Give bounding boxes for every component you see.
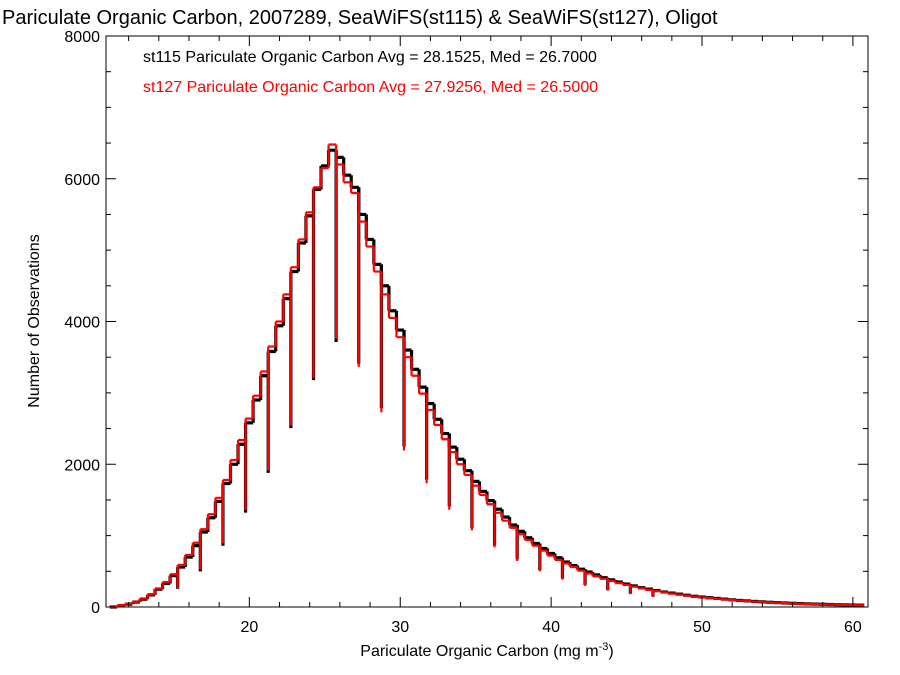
chart-title: Pariculate Organic Carbon, 2007289, SeaW… — [2, 7, 718, 29]
y-tick-label: 0 — [91, 600, 100, 617]
bin-st127-24 — [305, 211, 315, 379]
legend-entry-st127: st127 Pariculate Organic Carbon Avg = 27… — [143, 79, 598, 96]
x-tick-label: 50 — [693, 619, 711, 636]
series-st127 — [109, 143, 865, 609]
legend-entry-st115: st115 Pariculate Organic Carbon Avg = 28… — [143, 49, 597, 66]
x-tick-label: 60 — [844, 619, 862, 636]
y-axis-title: Number of Observations — [26, 234, 43, 407]
bin-st127-19.5 — [238, 438, 247, 511]
bin-st127-15 — [170, 573, 179, 588]
ticks-layer — [106, 35, 868, 608]
bin-st127-18 — [215, 496, 225, 544]
y-tick-label: 4000 — [64, 315, 100, 332]
x-tick-label: 40 — [542, 619, 560, 636]
bin-st127-22.5 — [283, 293, 292, 426]
plot-area — [105, 35, 869, 609]
y-tick-labels: 0 2000 4000 6000 8000 — [64, 29, 100, 617]
plot-frame — [105, 35, 869, 608]
y-tick-label: 2000 — [64, 457, 100, 474]
series-layer — [109, 143, 865, 609]
legend: st115 Pariculate Organic Carbon Avg = 28… — [143, 49, 598, 96]
y-tick-label: 6000 — [64, 172, 100, 189]
bin-st127-25.5 — [328, 143, 338, 339]
x-tick-label: 20 — [240, 619, 258, 636]
bin-st127-21 — [260, 370, 270, 471]
x-tick-labels: 20 30 40 50 60 — [240, 619, 861, 636]
x-tick-label: 30 — [391, 619, 409, 636]
x-axis-title: Pariculate Organic Carbon (mg m-3) — [360, 641, 613, 660]
y-tick-label: 8000 — [64, 29, 100, 46]
bin-st127-16.5 — [192, 541, 202, 570]
